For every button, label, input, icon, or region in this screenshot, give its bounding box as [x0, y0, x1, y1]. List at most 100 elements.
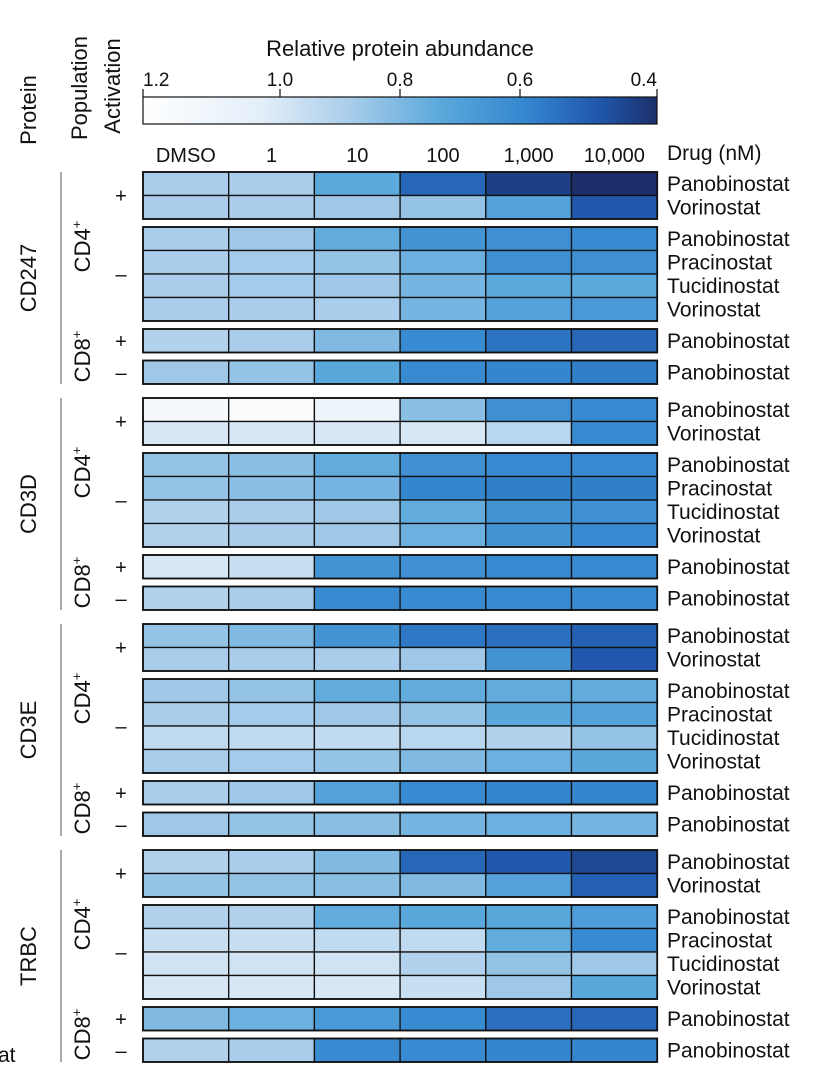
- heatmap-cell: [313, 748, 401, 774]
- heatmap-cell: [228, 974, 316, 1000]
- heatmap-cell: [313, 701, 401, 727]
- heatmap-cell: [228, 849, 316, 875]
- population-label: CD4+: [69, 899, 95, 951]
- row-title-protein: Protein: [16, 75, 41, 145]
- heatmap-cell: [485, 171, 573, 197]
- drug-label: Vorinostat: [667, 196, 761, 219]
- heatmap-cell: [142, 273, 230, 299]
- group-border: [142, 585, 659, 611]
- heatmap-cell: [485, 1037, 573, 1063]
- heatmap-cell: [142, 397, 230, 423]
- heatmap-cell: [313, 872, 401, 898]
- heatmap-cell: [399, 296, 487, 322]
- heatmap-cell: [399, 475, 487, 501]
- drug-label: Vorinostat: [667, 298, 761, 321]
- heatmap-cell: [570, 397, 658, 423]
- population-label: CD4+: [69, 673, 95, 725]
- heatmap-cell: [570, 359, 658, 385]
- heatmap-cell: [399, 780, 487, 806]
- heatmap-cell: [399, 452, 487, 478]
- heatmap-cell: [142, 811, 230, 837]
- drug-label: Panobinostat: [667, 782, 790, 805]
- heatmap-cell: [399, 249, 487, 275]
- heatmap-cell: [570, 872, 658, 898]
- heatmap-cell: [399, 420, 487, 446]
- population-superscript: +: [69, 899, 84, 907]
- heatmap-cell: [142, 420, 230, 446]
- heatmap-cell: [313, 951, 401, 977]
- heatmap-cell: [485, 701, 573, 727]
- heatmap-cell: [570, 927, 658, 953]
- group-border: [142, 328, 659, 354]
- heatmap-cell: [570, 1037, 658, 1063]
- row-headers: Protein Population Activation: [16, 36, 125, 145]
- heatmap-cell: [313, 646, 401, 672]
- heatmap-cell: [142, 849, 230, 875]
- drug-label: Pracinostat: [667, 703, 772, 726]
- heatmap-cell: [313, 249, 401, 275]
- heatmap-cell: [570, 748, 658, 774]
- heatmap-cell: [228, 452, 316, 478]
- drug-label: Tucidinostat: [667, 275, 780, 298]
- heatmap-cell: [142, 904, 230, 930]
- colorbar-tick-label: 1.0: [267, 70, 293, 91]
- heatmap-cell: [485, 397, 573, 423]
- heatmap-cell: [485, 328, 573, 354]
- heatmap-cell: [399, 273, 487, 299]
- heatmap-cell: [399, 951, 487, 977]
- drug-label: Panobinostat: [667, 906, 790, 929]
- drug-label: Panobinostat: [667, 813, 790, 836]
- heatmap-cell: [399, 1006, 487, 1032]
- activation-label: +: [115, 186, 127, 208]
- group-border: [142, 678, 659, 774]
- heatmap-cell: [142, 194, 230, 220]
- heatmap-cell: [485, 452, 573, 478]
- population-label: CD8+: [69, 557, 95, 609]
- heatmap-cell: [142, 249, 230, 275]
- heatmap-cell: [570, 678, 658, 704]
- heatmap-cell: [313, 811, 401, 837]
- heatmap-cell: [228, 273, 316, 299]
- heatmap-cell: [142, 646, 230, 672]
- drug-label: Vorinostat: [667, 524, 761, 547]
- heatmap-cell: [313, 725, 401, 751]
- heatmap-cell: [228, 522, 316, 548]
- group-border: [142, 811, 659, 837]
- heatmap-cell: [142, 780, 230, 806]
- population-superscript: +: [69, 1009, 84, 1017]
- population-label: CD8+: [69, 331, 95, 383]
- heatmap-cell: [399, 328, 487, 354]
- activation-label: +: [115, 1009, 127, 1031]
- heatmap-cell: [313, 194, 401, 220]
- heatmap-cell: [485, 194, 573, 220]
- group-border: [142, 1006, 659, 1032]
- heatmap-cell: [313, 849, 401, 875]
- heatmap-cell: [142, 296, 230, 322]
- heatmap-cell: [228, 904, 316, 930]
- drug-label: Panobinostat: [667, 361, 790, 384]
- group-border: [142, 554, 659, 580]
- heatmap-cell: [142, 452, 230, 478]
- drug-label: Panobinostat: [667, 330, 790, 353]
- heatmap-cell: [399, 499, 487, 525]
- heatmap-cell: [313, 623, 401, 649]
- heatmap-cell: [570, 522, 658, 548]
- activation-label: –: [115, 264, 127, 286]
- heatmap-cell: [142, 522, 230, 548]
- heatmap-cell: [228, 1006, 316, 1032]
- heatmap-cell: [228, 951, 316, 977]
- heatmap-cell: [485, 678, 573, 704]
- heatmap-cell: [228, 623, 316, 649]
- heatmap-cell: [142, 725, 230, 751]
- heatmap-cell: [228, 554, 316, 580]
- heatmap-cell: [142, 226, 230, 252]
- heatmap-cell: [570, 585, 658, 611]
- population-label: CD4+: [69, 221, 95, 273]
- heatmap-cell: [228, 226, 316, 252]
- heatmap-cell: [313, 397, 401, 423]
- population-superscript: +: [69, 331, 84, 339]
- column-label: 100: [426, 145, 459, 167]
- heatmap-cell: [570, 974, 658, 1000]
- heatmap-cell: [399, 927, 487, 953]
- activation-label: –: [115, 1040, 127, 1062]
